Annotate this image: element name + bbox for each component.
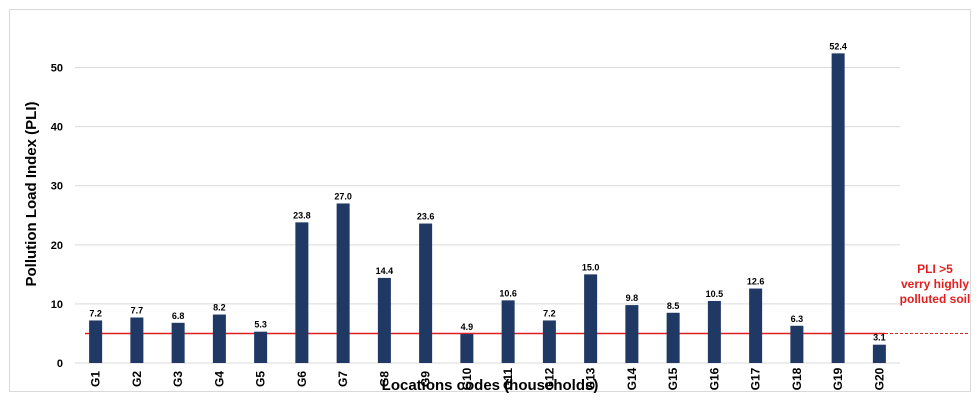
- value-label-g1: 7.2: [89, 308, 102, 318]
- value-label-g4: 8.2: [213, 303, 226, 313]
- chart-frame: [9, 9, 971, 392]
- value-label-g3: 6.8: [172, 311, 185, 321]
- x-tick-label-g19: G19: [831, 367, 845, 390]
- value-label-g20: 3.1: [873, 333, 886, 343]
- x-tick-label-g7: G7: [336, 371, 350, 387]
- value-label-g16: 10.5: [706, 289, 724, 299]
- bar-g8: [377, 277, 391, 363]
- x-tick-label-g6: G6: [295, 371, 309, 387]
- value-label-g12: 7.2: [543, 308, 556, 318]
- x-tick-label-g4: G4: [212, 371, 226, 387]
- bar-g20: [872, 344, 886, 363]
- x-tick-label-g8: G8: [377, 371, 391, 387]
- x-tick-label-g16: G16: [707, 367, 721, 390]
- value-label-g10: 4.9: [461, 322, 474, 332]
- bar-g19: [831, 53, 845, 363]
- x-tick-label-g14: G14: [625, 367, 639, 390]
- y-tick-label-20: 20: [51, 240, 63, 252]
- bar-g15: [666, 312, 680, 363]
- x-tick-label-g2: G2: [130, 371, 144, 387]
- y-tick-label-30: 30: [51, 181, 63, 193]
- bar-g5: [254, 331, 268, 363]
- x-tick-label-g18: G18: [790, 367, 804, 390]
- y-tick-label-0: 0: [57, 358, 63, 370]
- bar-g18: [790, 325, 804, 363]
- threshold-label-line-2: verry highly: [901, 277, 969, 291]
- bar-g1: [89, 320, 103, 363]
- x-tick-label-g13: G13: [584, 367, 598, 390]
- threshold-label: PLI >5 verry highly polluted soil: [900, 262, 971, 306]
- value-label-g9: 23.6: [417, 212, 435, 222]
- value-label-g15: 8.5: [667, 301, 680, 311]
- bar-g10: [460, 334, 474, 363]
- x-tick-label-g15: G15: [666, 367, 680, 390]
- y-axis-title: Pollution Load Index (PLI): [23, 102, 40, 287]
- value-label-g14: 9.8: [626, 293, 639, 303]
- value-label-g8: 14.4: [376, 266, 394, 276]
- bar-g13: [584, 274, 598, 363]
- bar-g14: [625, 305, 639, 363]
- value-label-g13: 15.0: [582, 262, 600, 272]
- value-label-g5: 5.3: [254, 320, 267, 330]
- value-label-g7: 27.0: [334, 191, 352, 201]
- x-tick-label-g12: G12: [542, 367, 556, 390]
- y-tick-labels: 0 10 20 30 40 50: [51, 63, 63, 370]
- bars: [89, 53, 886, 363]
- value-label-g18: 6.3: [791, 314, 804, 324]
- bar-g6: [295, 222, 309, 363]
- value-label-g11: 10.6: [499, 288, 517, 298]
- value-label-g19: 52.4: [829, 41, 847, 51]
- x-tick-label-g20: G20: [872, 367, 886, 390]
- bar-g16: [707, 300, 721, 363]
- bar-g3: [171, 322, 185, 363]
- bar-g17: [749, 288, 763, 363]
- value-labels: 7.2 7.7 6.8 8.2 5.3 23.8 27.0 14.4 23.6 4.9 10.6 7.…: [89, 41, 885, 342]
- y-tick-label-40: 40: [51, 122, 63, 134]
- x-tick-label-g5: G5: [254, 371, 268, 387]
- bar-g7: [336, 203, 350, 363]
- bar-g12: [542, 320, 556, 363]
- bar-g11: [501, 300, 515, 363]
- x-tick-label-g11: G11: [501, 368, 515, 390]
- y-tick-label-50: 50: [51, 63, 63, 75]
- x-axis-title: Locations codes (households): [382, 377, 599, 394]
- x-tick-label-g3: G3: [171, 371, 185, 387]
- x-tick-label-g9: G9: [419, 371, 433, 387]
- x-tick-labels: G1 G2 G3 G4 G5 G6 G7 G8 G9 G10 G11 G12 G13 G14 G15 G16 G…: [89, 367, 887, 390]
- x-tick-label-g1: G1: [89, 371, 103, 387]
- value-label-g2: 7.7: [131, 306, 144, 316]
- x-tick-label-g17: G17: [749, 367, 763, 390]
- value-label-g6: 23.8: [293, 210, 311, 220]
- bar-g9: [419, 223, 433, 363]
- bar-g4: [212, 314, 226, 363]
- threshold-label-line-1: PLI >5: [917, 262, 953, 276]
- threshold-label-line-3: polluted soil: [900, 292, 971, 306]
- gridlines: [75, 67, 900, 364]
- x-tick-label-g10: G10: [460, 367, 474, 390]
- bar-g2: [130, 317, 144, 363]
- value-label-g17: 12.6: [747, 277, 765, 287]
- y-tick-label-10: 10: [51, 299, 63, 311]
